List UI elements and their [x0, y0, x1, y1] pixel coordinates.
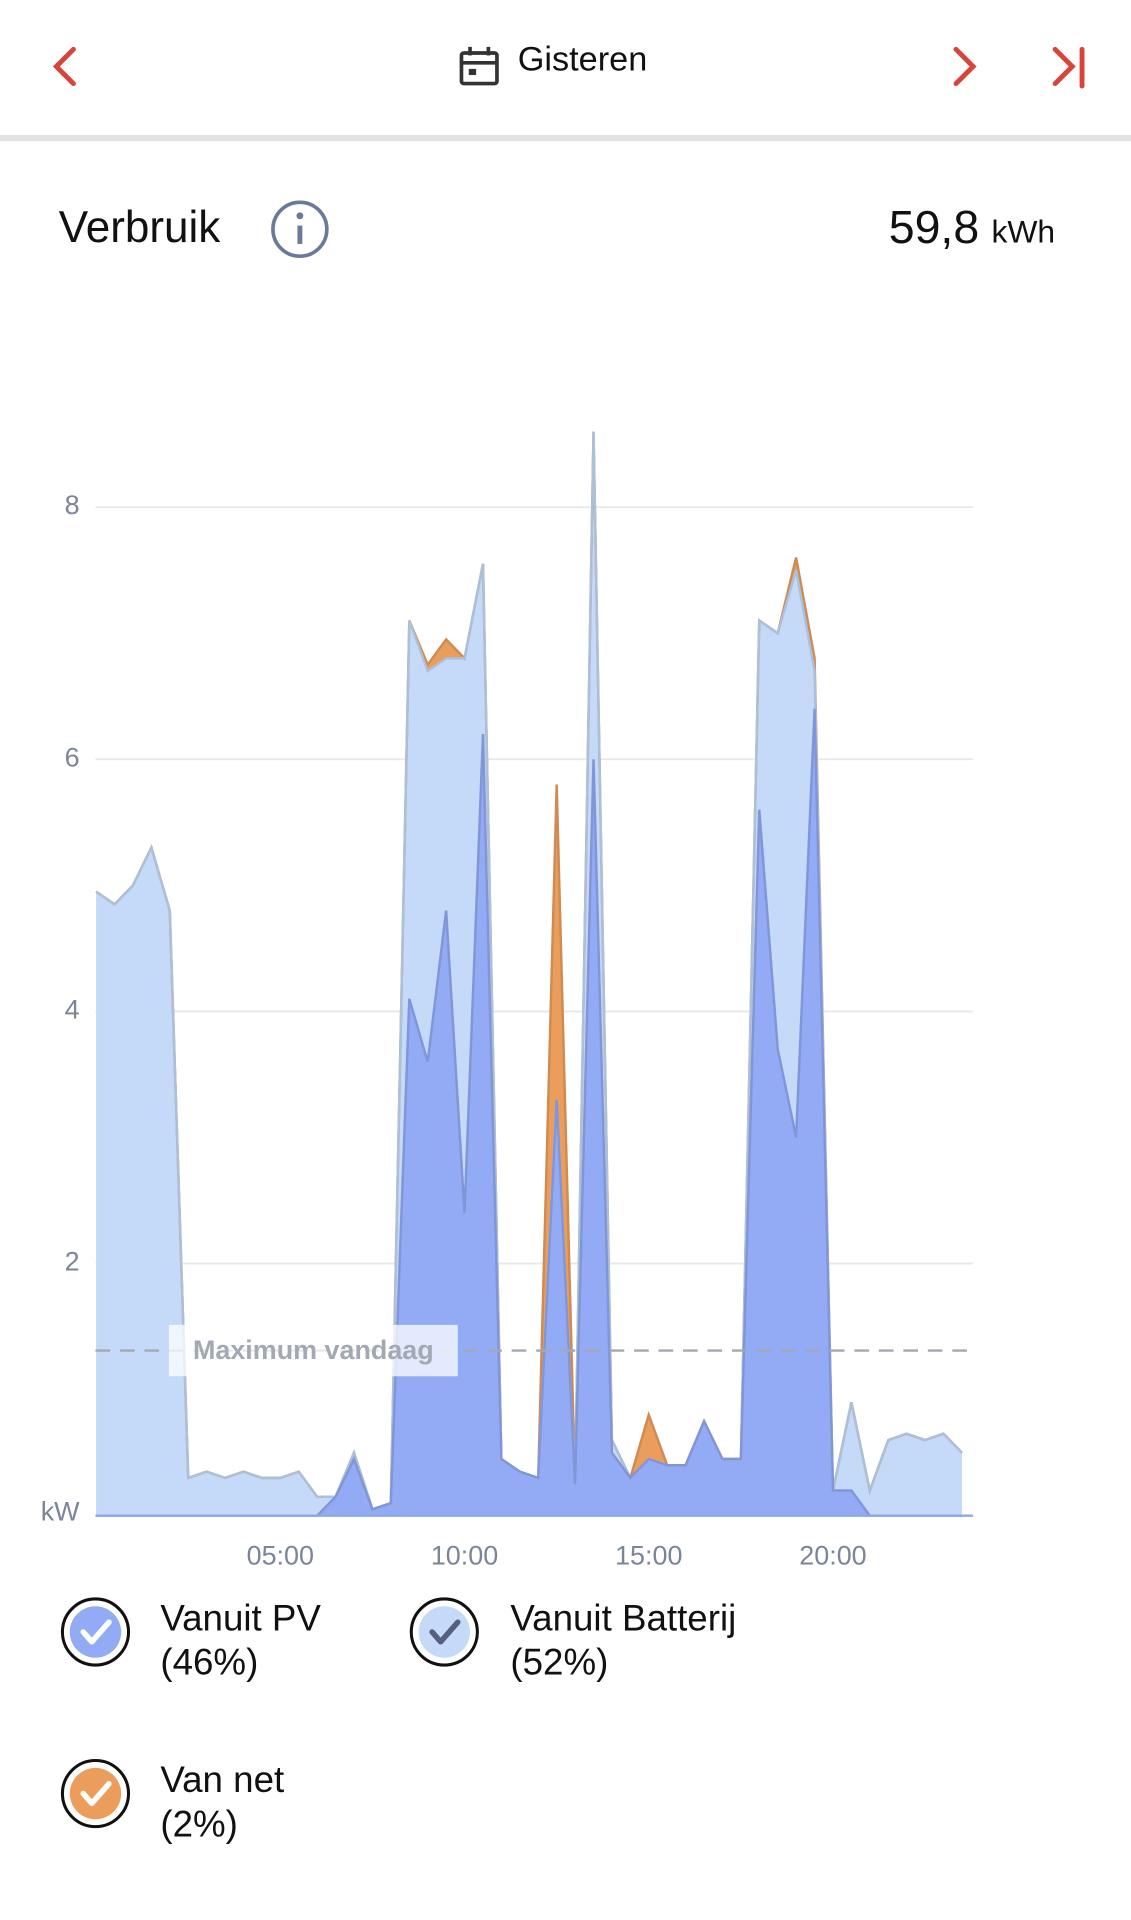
y-tick-label: 4	[65, 995, 80, 1025]
legend-check	[80, 1781, 112, 1807]
legend-label: Vanuit PV	[160, 1598, 321, 1639]
info-button[interactable]	[271, 200, 329, 259]
y-tick-label: 8	[65, 490, 80, 520]
y-unit-label: kW	[41, 1496, 80, 1526]
chart: 2 4 6 8 kW 05:00 10:00 15:00 20:00 Maximum vandaa…	[41, 431, 974, 1570]
next-button[interactable]	[953, 46, 977, 87]
legend-share: (2%)	[160, 1803, 238, 1844]
legend: Vanuit PV(46%) Vanuit Batterij(52%) Van ne…	[60, 1597, 736, 1844]
x-tick-label: 15:00	[615, 1540, 682, 1570]
previous-button[interactable]	[52, 46, 76, 87]
area	[96, 431, 962, 1516]
legend-share: (46%)	[160, 1642, 258, 1683]
legend-swatch	[69, 1606, 122, 1658]
legend-item[interactable]: Van net(2%)	[60, 1758, 284, 1844]
reference-label-box	[168, 1324, 458, 1377]
last-button[interactable]	[1052, 46, 1085, 89]
total-value: 59,8	[889, 201, 980, 253]
legend-label: Van net	[160, 1759, 284, 1800]
section-title: Verbruik	[59, 203, 222, 252]
header-title: Gisteren	[518, 41, 648, 79]
legend-swatch	[418, 1606, 471, 1658]
legend-swatch	[69, 1767, 122, 1820]
x-tick-label: 05:00	[247, 1540, 314, 1570]
legend-item[interactable]: Vanuit Batterij(52%)	[409, 1597, 736, 1683]
header-divider	[0, 135, 1131, 142]
legend-check	[429, 1619, 461, 1645]
x-tick-label: 20:00	[799, 1540, 866, 1570]
legend-share: (52%)	[510, 1642, 608, 1683]
legend-check	[80, 1619, 112, 1645]
legend-label: Vanuit Batterij	[510, 1598, 736, 1639]
reference-label: Maximum vandaag	[193, 1335, 434, 1365]
y-tick-label: 6	[65, 742, 80, 772]
calendar-icon	[459, 46, 499, 86]
y-tick-label: 2	[65, 1247, 80, 1277]
total-unit: kWh	[991, 214, 1055, 250]
x-tick-label: 10:00	[431, 1540, 498, 1570]
legend-item[interactable]: Vanuit PV(46%)	[60, 1597, 321, 1683]
